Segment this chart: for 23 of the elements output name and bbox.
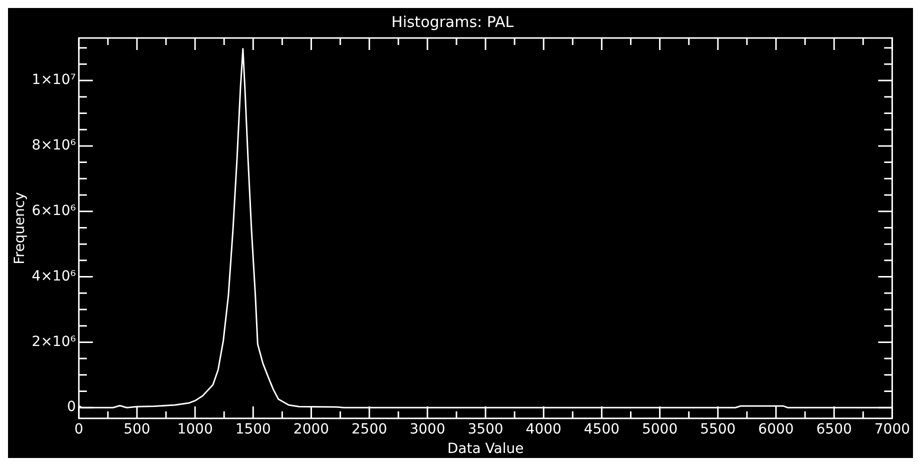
y-axis-title: Frequency: [12, 192, 28, 264]
y-tick-label: 8×10⁶: [32, 138, 76, 154]
x-tick-label: 6000: [758, 421, 794, 438]
x-tick-label: 500: [124, 421, 150, 438]
x-tick-label: 7000: [874, 421, 910, 438]
x-axis-title: Data Value: [447, 441, 524, 458]
x-tick-label: 5000: [642, 421, 678, 438]
y-tick-label: 4×10⁶: [32, 268, 76, 284]
y-tick-label: 1×10⁷: [32, 72, 76, 88]
x-tick-label: 4000: [526, 421, 562, 438]
chart-title: Histograms: PAL: [391, 12, 514, 31]
x-tick-label: 1000: [177, 421, 213, 438]
x-tick-label: 2500: [352, 421, 388, 438]
x-tick-label: 1500: [235, 421, 271, 438]
y-tick-label: 6×10⁶: [32, 202, 76, 219]
x-tick-label: 3500: [468, 421, 504, 438]
y-tick-label: 0: [66, 399, 76, 416]
x-tick-label: 3000: [410, 421, 446, 438]
x-tick-label: 5500: [700, 421, 736, 438]
x-tick-label: 4500: [584, 421, 620, 438]
x-tick-label: 6500: [816, 421, 852, 438]
y-tick-label: 2×10⁶: [32, 334, 76, 350]
x-tick-label: 2000: [293, 421, 330, 438]
